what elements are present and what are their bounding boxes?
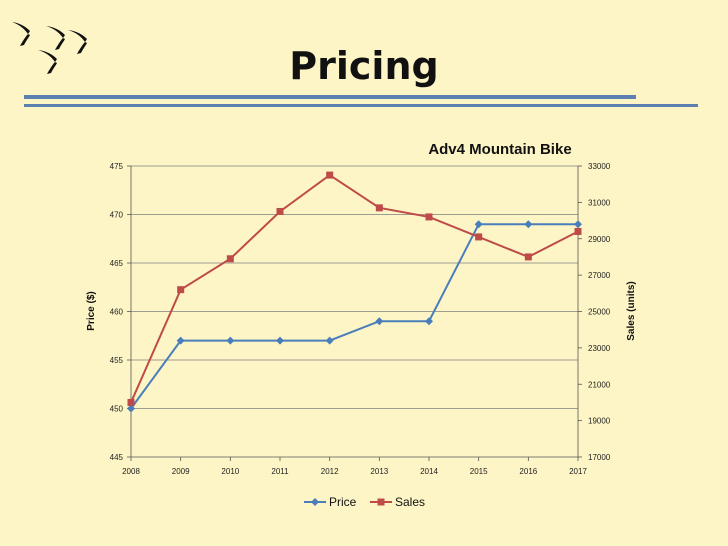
x-tick-label: 2011: [271, 467, 289, 476]
y-tick-label: 465: [110, 259, 124, 268]
point-sales: [375, 204, 383, 212]
y-tick-label: 455: [110, 356, 124, 365]
x-tick-label: 2012: [321, 467, 339, 476]
x-tick-label: 2015: [470, 467, 488, 476]
point-price: [276, 336, 284, 345]
point-sales: [326, 171, 334, 179]
point-sales: [127, 398, 135, 406]
point-sales: [226, 255, 234, 263]
chart-title: Adv4 Mountain Bike: [428, 141, 571, 158]
y2-tick-label: 21000: [588, 380, 611, 389]
gridlines: [131, 165, 578, 409]
x-tick-label: 2014: [420, 467, 438, 476]
point-sales: [276, 207, 284, 215]
title-rule-bottom: [24, 104, 698, 107]
y2-tick-label: 33000: [588, 162, 611, 171]
y2-tick-label: 31000: [588, 198, 611, 207]
point-price: [375, 317, 384, 326]
series-layer: [127, 171, 582, 413]
x-tick-label: 2010: [221, 467, 239, 476]
point-sales: [524, 253, 532, 261]
point-price: [474, 220, 483, 229]
left-axis-ticks: 445 450 455 460 465 470 475: [110, 162, 131, 462]
legend-marker-price: [311, 498, 319, 506]
y-tick-label: 450: [110, 405, 124, 414]
series-line-price: [130, 223, 578, 410]
x-axis-ticks: 2008 2009 2010 2011 2012 2013 2014 2015 2016 2017: [122, 457, 587, 476]
y2-tick-label: 27000: [588, 271, 611, 280]
y-tick-label: 470: [110, 211, 124, 220]
y-axis-label: Price ($): [86, 291, 97, 330]
y2-tick-label: 19000: [588, 417, 611, 426]
legend-label-price: Price: [329, 495, 357, 509]
swallow-birds-icon: [12, 22, 87, 74]
x-tick-label: 2009: [172, 467, 190, 476]
right-axis-ticks: 17000 19000 21000 23000 25000 27000 29000 31000…: [578, 162, 611, 462]
x-tick-label: 2016: [519, 467, 537, 476]
point-price: [425, 317, 433, 326]
point-price: [226, 336, 235, 345]
legend-marker-sales: [377, 498, 385, 506]
point-sales: [475, 233, 483, 241]
point-sales: [574, 227, 582, 235]
point-price: [524, 220, 533, 229]
point-price: [574, 220, 582, 229]
y-tick-label: 445: [110, 453, 124, 462]
series-line-sales: [130, 173, 579, 403]
y2-tick-label: 17000: [588, 453, 611, 462]
y2-tick-label: 29000: [588, 235, 611, 244]
x-tick-label: 2017: [569, 467, 587, 476]
y2-axis-label: Sales (units): [626, 281, 637, 340]
x-tick-label: 2013: [370, 467, 388, 476]
legend: Price Sales: [304, 495, 425, 509]
point-sales: [425, 213, 433, 221]
y-tick-label: 460: [110, 308, 124, 317]
x-tick-label: 2008: [122, 467, 140, 476]
point-price: [127, 404, 135, 413]
legend-label-sales: Sales: [395, 495, 425, 509]
y2-tick-label: 25000: [588, 308, 611, 317]
y2-tick-label: 23000: [588, 344, 611, 353]
point-price: [325, 336, 334, 345]
title-rule-top: [24, 95, 636, 99]
point-sales: [177, 286, 185, 294]
y-tick-label: 475: [110, 162, 124, 171]
slide-title: Pricing: [289, 44, 439, 88]
point-price: [176, 336, 185, 345]
